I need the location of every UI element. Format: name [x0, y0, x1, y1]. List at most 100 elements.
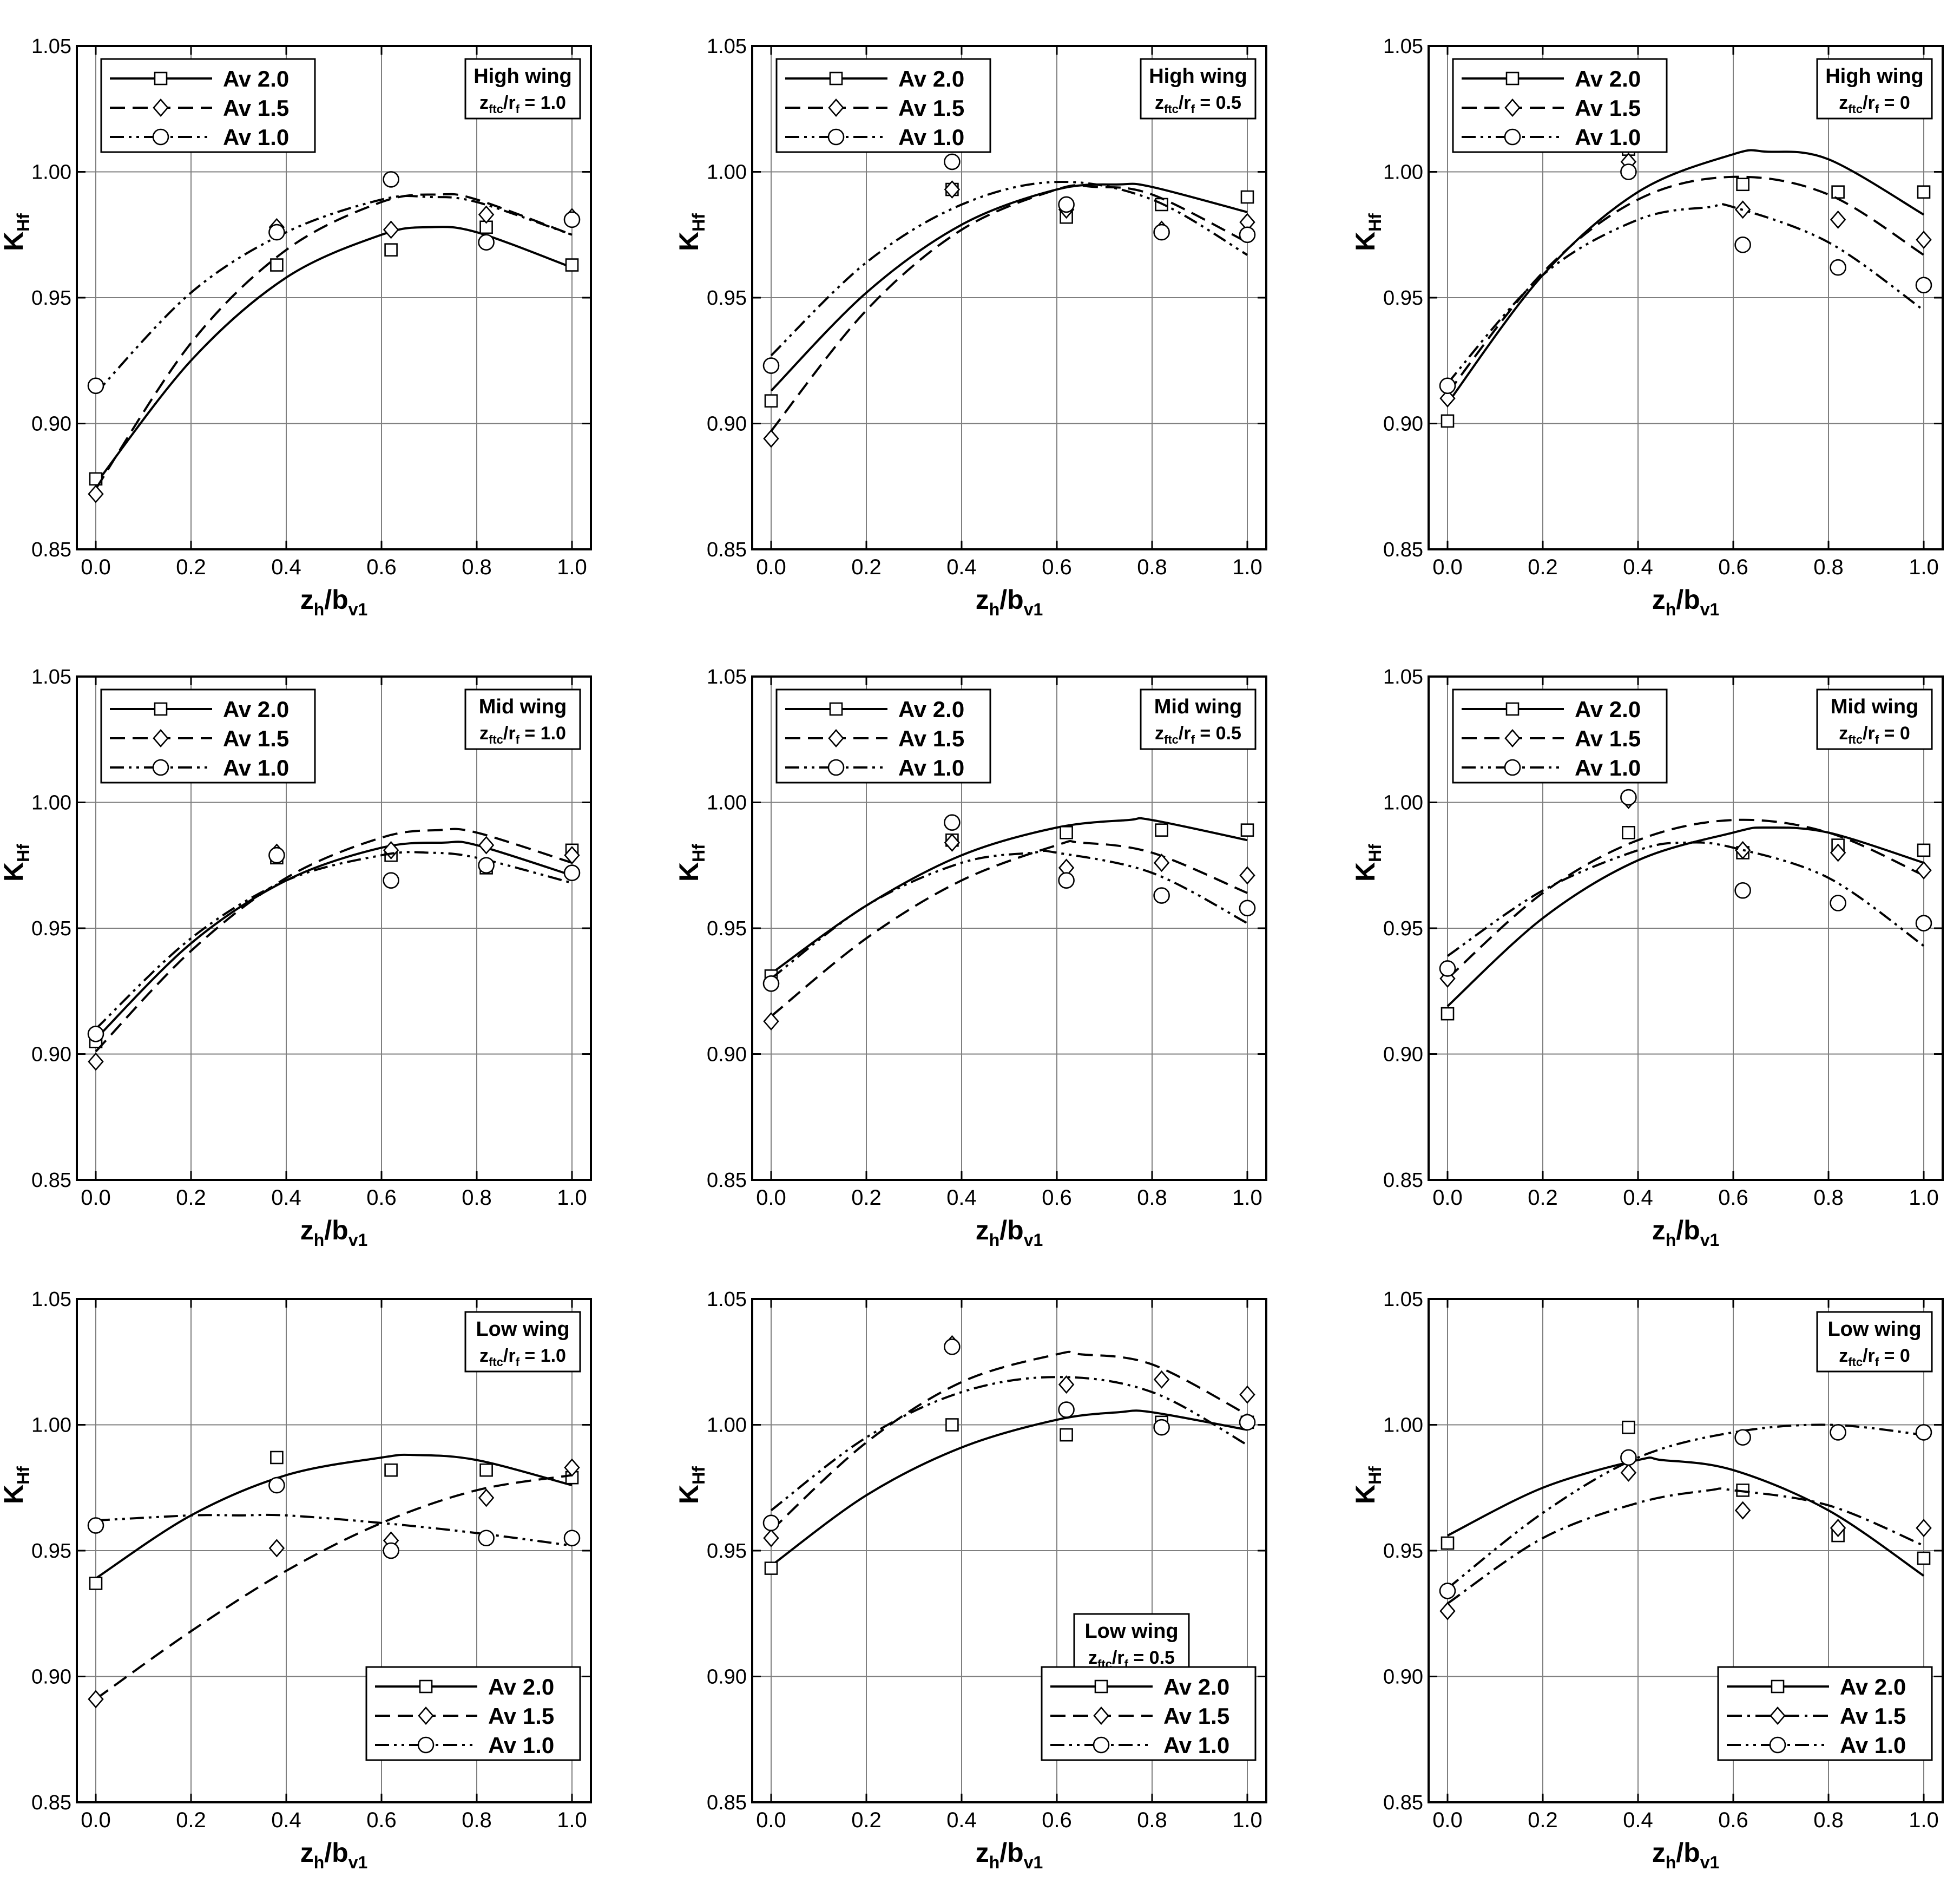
data-point — [1239, 900, 1256, 917]
x-axis-label: zh/bv1 — [1652, 585, 1720, 619]
data-point — [1916, 1519, 1932, 1538]
y-axis-label: KHf — [0, 213, 33, 251]
legend-label: Av 1.0 — [223, 755, 289, 780]
legend-label: Av 2.0 — [1575, 697, 1641, 722]
legend: Av 2.0 Av 1.5 Av 1.0 — [1041, 1666, 1257, 1761]
y-axis-label: KHf — [674, 213, 708, 251]
data-point — [1153, 224, 1170, 241]
data-point — [1830, 1424, 1846, 1441]
x-tick-label: 0.4 — [946, 1808, 977, 1832]
y-tick-label: 1.05 — [31, 35, 71, 58]
y-tick-label: 0.85 — [1383, 539, 1423, 561]
y-tick-label: 1.05 — [1383, 35, 1423, 58]
y-tick-label: 0.90 — [31, 1044, 71, 1066]
series-line — [95, 841, 573, 1040]
data-point — [1917, 843, 1931, 857]
series-line — [95, 1513, 573, 1547]
legend-label: Av 1.5 — [1575, 726, 1641, 751]
legend-marker — [153, 729, 169, 747]
x-tick-label: 0.8 — [462, 1186, 492, 1210]
x-tick-label: 0.2 — [851, 1186, 882, 1210]
legend-marker — [1504, 128, 1521, 146]
x-tick-label: 0.0 — [756, 555, 786, 579]
data-point — [270, 1451, 284, 1465]
x-tick-label: 0.2 — [1528, 1186, 1558, 1210]
data-point — [88, 1690, 104, 1709]
y-tick-label: 0.95 — [707, 287, 747, 310]
data-point — [88, 484, 104, 503]
data-layer — [1439, 1420, 1932, 1620]
y-tick-label: 0.90 — [31, 1666, 71, 1689]
y-tick-label: 1.05 — [707, 1288, 747, 1311]
series-line — [770, 180, 1248, 357]
series-line — [1447, 1456, 1925, 1577]
legend-marker — [1093, 1707, 1109, 1725]
y-tick-label: 1.05 — [707, 35, 747, 58]
legend-marker — [419, 1679, 433, 1694]
x-tick-label: 0.2 — [176, 1808, 206, 1832]
x-tick-label: 0.0 — [81, 1808, 111, 1832]
series-line — [1446, 818, 1924, 980]
data-layer — [87, 1451, 581, 1709]
x-tick-label: 0.2 — [1528, 555, 1558, 579]
y-tick-label: 1.00 — [1383, 161, 1423, 184]
legend-marker — [154, 71, 168, 86]
legend: Av 2.0 Av 1.5 Av 1.0 — [775, 58, 991, 153]
data-point — [383, 1542, 399, 1559]
data-point — [89, 1577, 103, 1590]
ratio-label: zftc/rf = 0.5 — [1155, 93, 1241, 116]
data-point — [1736, 178, 1749, 192]
series-line — [95, 193, 573, 490]
data-point — [88, 1052, 104, 1071]
data-point — [478, 1530, 495, 1547]
series-line — [1446, 1423, 1924, 1590]
data-point — [478, 857, 495, 874]
legend-label: Av 1.5 — [223, 726, 289, 751]
data-point — [1620, 163, 1637, 180]
y-tick-label: 0.90 — [1383, 413, 1423, 436]
data-point — [1439, 1602, 1456, 1620]
x-axis-label: zh/bv1 — [300, 1837, 368, 1872]
chart-panel: 0.0 0.2 0.4 0.6 0.8 1.0 0.85 0.90 0.95 1.00 1.05 zh… — [674, 1288, 1267, 1872]
data-point — [1830, 259, 1846, 276]
x-tick-label: 0.0 — [81, 555, 111, 579]
x-tick-label: 0.0 — [1432, 1808, 1463, 1832]
data-layer — [762, 1335, 1256, 1575]
legend-label: Av 2.0 — [1575, 66, 1641, 91]
title-box — [464, 58, 581, 120]
y-tick-label: 0.95 — [707, 917, 747, 940]
data-point — [1622, 826, 1635, 839]
legend-label: Av 1.5 — [1163, 1703, 1229, 1729]
series-line — [1446, 175, 1925, 394]
legend-marker — [1094, 1679, 1108, 1694]
legend-label: Av 1.0 — [898, 755, 964, 780]
data-point — [763, 429, 779, 448]
x-tick-label: 1.0 — [557, 555, 587, 579]
series-line — [95, 828, 573, 1053]
data-point — [1439, 960, 1456, 977]
legend: Av 2.0 Av 1.5 Av 1.0 — [775, 688, 991, 784]
title-box — [1816, 688, 1933, 750]
x-tick-label: 0.4 — [946, 1186, 977, 1210]
legend-label: Av 2.0 — [223, 66, 289, 91]
x-tick-label: 0.6 — [366, 1186, 397, 1210]
x-tick-label: 1.0 — [1909, 555, 1939, 579]
legend-marker — [1093, 1736, 1110, 1754]
y-tick-label: 1.05 — [707, 666, 747, 688]
data-point — [268, 1539, 285, 1558]
legend-box — [1717, 1666, 1933, 1761]
data-point — [270, 258, 284, 272]
legend-label: Av 2.0 — [1840, 1674, 1906, 1699]
legend-label: Av 1.5 — [898, 726, 964, 751]
data-layer — [762, 814, 1256, 1031]
data-point — [1060, 1428, 1073, 1442]
data-point — [564, 1458, 580, 1477]
ratio-label: zftc/rf = 1.0 — [479, 723, 566, 746]
legend-label: Av 1.5 — [223, 95, 289, 121]
data-point — [1916, 861, 1932, 880]
ratio-label: zftc/rf = 1.0 — [479, 1346, 566, 1369]
legend-label: Av 1.0 — [898, 124, 964, 150]
y-tick-label: 1.05 — [1383, 1288, 1423, 1311]
title-box — [464, 1311, 581, 1373]
x-tick-label: 1.0 — [557, 1186, 587, 1210]
